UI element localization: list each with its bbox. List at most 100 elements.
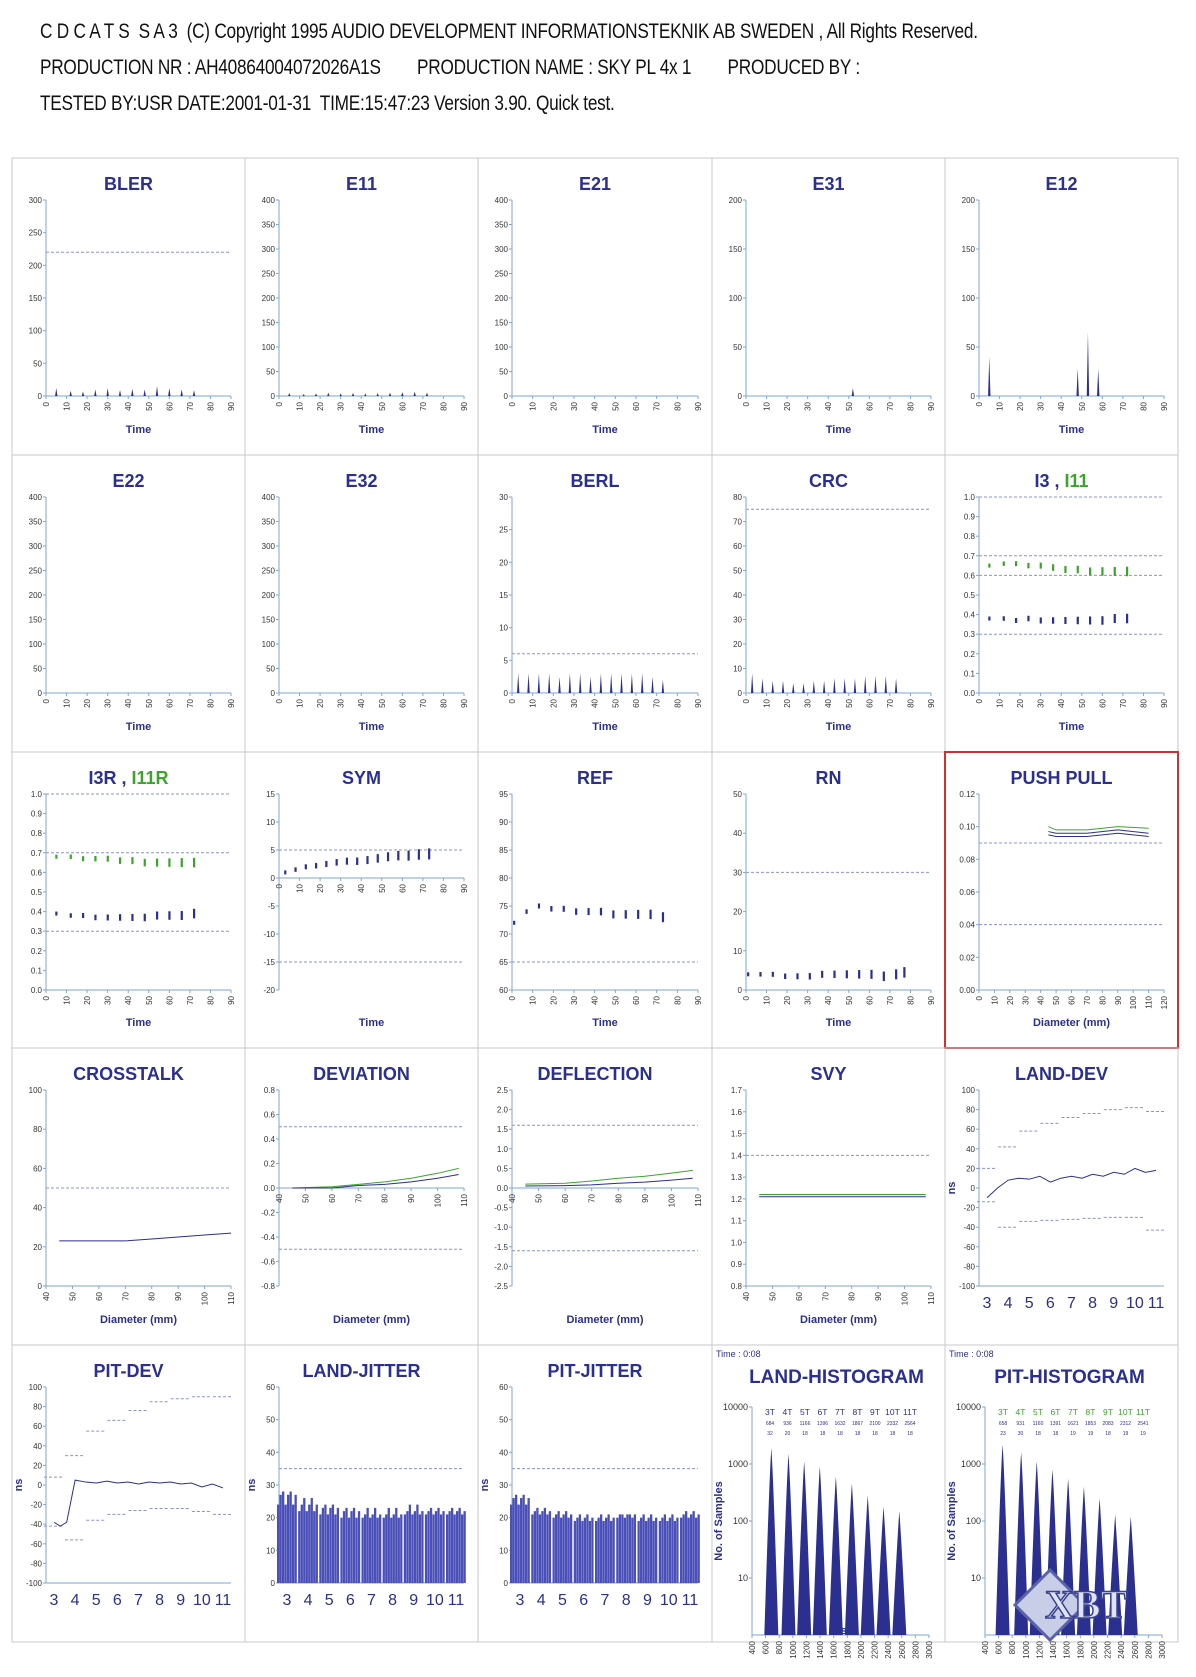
jitter-bar bbox=[623, 1517, 627, 1583]
run-length-width: 20 bbox=[785, 1431, 791, 1437]
y-tick-label: 30 bbox=[266, 1481, 275, 1490]
x-tick-label: 2400 bbox=[884, 1640, 893, 1658]
error-spike bbox=[81, 391, 85, 396]
jitter-bar bbox=[517, 1504, 520, 1583]
x-tick-label: 60 bbox=[865, 995, 874, 1004]
y-tick-label: 0.6 bbox=[31, 868, 43, 877]
jitter-bar bbox=[512, 1498, 515, 1583]
chart-title: E32 bbox=[345, 471, 377, 491]
series-mark bbox=[294, 867, 297, 872]
x-tick-label: 20 bbox=[83, 995, 92, 1004]
x-tick-label: 30 bbox=[1037, 698, 1046, 707]
run-length-width: 18 bbox=[1035, 1431, 1041, 1437]
jitter-bar bbox=[408, 1504, 412, 1583]
jitter-bar bbox=[692, 1511, 695, 1583]
x-tick-label: 2600 bbox=[1131, 1640, 1140, 1658]
jitter-bar bbox=[525, 1504, 528, 1583]
y-tick-label: 200 bbox=[262, 294, 276, 303]
series-mark bbox=[1101, 567, 1104, 576]
x-tick-label: 20 bbox=[783, 698, 792, 707]
x-tick-label: 2600 bbox=[898, 1640, 907, 1658]
x-tick-label: 50 bbox=[768, 1291, 777, 1300]
y-tick-label: 10 bbox=[733, 947, 742, 956]
jitter-bar bbox=[595, 1520, 598, 1583]
x-tick-label: 40 bbox=[42, 1291, 51, 1300]
x-axis-label: Time bbox=[126, 1017, 151, 1029]
series-mark bbox=[131, 913, 134, 921]
jitter-bar bbox=[406, 1511, 409, 1583]
run-length-center: 936 bbox=[783, 1421, 792, 1427]
y-tick-label: -1.0 bbox=[494, 1223, 508, 1232]
y-tick-label: 60 bbox=[499, 986, 508, 995]
header-test-info: TESTED BY:USR DATE:2001-01-31 TIME:15:47… bbox=[40, 92, 615, 115]
panel-border bbox=[944, 1344, 1179, 1643]
x-tick-label: 0 bbox=[275, 698, 284, 703]
error-spike bbox=[568, 673, 572, 693]
y-tick-label: 85 bbox=[499, 846, 508, 855]
chart-title: LAND-JITTER bbox=[303, 1361, 421, 1381]
x-tick-label: 80 bbox=[439, 883, 448, 892]
y-tick-label: 40 bbox=[733, 591, 742, 600]
error-spike bbox=[853, 678, 857, 693]
run-length-center: 2083 bbox=[1102, 1421, 1113, 1427]
jitter-bar bbox=[602, 1520, 605, 1583]
jitter-bar bbox=[371, 1514, 374, 1583]
y-tick-label: 0 bbox=[271, 392, 276, 401]
chart-title: SYM bbox=[342, 768, 381, 788]
chart-title: CROSSTALK bbox=[73, 1064, 184, 1084]
title-part: SVY bbox=[810, 1064, 846, 1084]
y-tick-label: 150 bbox=[29, 616, 43, 625]
x-tick-label: 1400 bbox=[1049, 1640, 1058, 1658]
error-spike bbox=[302, 394, 305, 396]
x-tick-label: 10 bbox=[63, 698, 72, 707]
x-tick-label: 90 bbox=[227, 995, 236, 1004]
y-tick-label: -20 bbox=[263, 986, 275, 995]
x-tick-label: 90 bbox=[641, 1193, 650, 1202]
jitter-bar bbox=[461, 1514, 464, 1583]
jitter-bar bbox=[586, 1514, 589, 1583]
x-tick-label: 50 bbox=[378, 401, 387, 410]
run-length-label: 7T bbox=[1068, 1407, 1078, 1417]
error-spike bbox=[620, 673, 623, 693]
jitter-bar bbox=[536, 1507, 539, 1583]
y-tick-label: 100 bbox=[495, 343, 509, 352]
x-tick-label: 70 bbox=[1119, 401, 1128, 410]
x-tick-label: 30 bbox=[104, 995, 113, 1004]
run-length-center: 684 bbox=[766, 1421, 775, 1427]
y-tick-label: 0 bbox=[738, 689, 743, 698]
x-category-label: 10 bbox=[426, 1592, 444, 1609]
x-tick-label: 70 bbox=[588, 1193, 597, 1202]
y-tick-label: 0.1 bbox=[964, 669, 976, 678]
x-tick-label: 30 bbox=[1037, 401, 1046, 410]
y-tick-label: 30 bbox=[499, 1481, 508, 1490]
y-tick-label: 1000 bbox=[728, 1459, 748, 1469]
jitter-bar bbox=[357, 1511, 361, 1583]
series-mark bbox=[1113, 566, 1116, 576]
x-tick-label: 10 bbox=[296, 883, 305, 892]
series-mark bbox=[1015, 617, 1018, 623]
x-category-label: 9 bbox=[1109, 1295, 1118, 1312]
jitter-bar bbox=[379, 1514, 382, 1583]
series-mark bbox=[833, 970, 836, 979]
y-tick-label: 100 bbox=[733, 1516, 748, 1526]
series-line bbox=[292, 1167, 459, 1189]
series-mark bbox=[356, 857, 359, 865]
x-tick-label: 80 bbox=[1139, 401, 1148, 410]
error-spike bbox=[155, 386, 159, 396]
jitter-bar bbox=[671, 1514, 674, 1583]
jitter-bar bbox=[637, 1520, 640, 1583]
jitter-bar bbox=[515, 1494, 518, 1583]
histogram-peak bbox=[812, 1466, 827, 1635]
y-tick-label: 0.4 bbox=[264, 1135, 276, 1144]
x-tick-label: 80 bbox=[614, 1193, 623, 1202]
y-tick-label: 0 bbox=[738, 392, 743, 401]
jitter-bar bbox=[522, 1494, 525, 1583]
x-tick-label: 90 bbox=[227, 401, 236, 410]
x-axis-label: Time bbox=[592, 1017, 617, 1029]
x-tick-label: 1600 bbox=[1063, 1640, 1072, 1658]
y-tick-label: 0.3 bbox=[964, 630, 976, 639]
x-category-label: 4 bbox=[1004, 1295, 1013, 1312]
series-line bbox=[53, 1479, 224, 1527]
series-mark bbox=[156, 911, 159, 920]
chart-panel-12: REF 60 65 70 75 80 85 90 95 0 10 20 30 40 50 60 70 80 90 Ti… bbox=[477, 751, 713, 1049]
